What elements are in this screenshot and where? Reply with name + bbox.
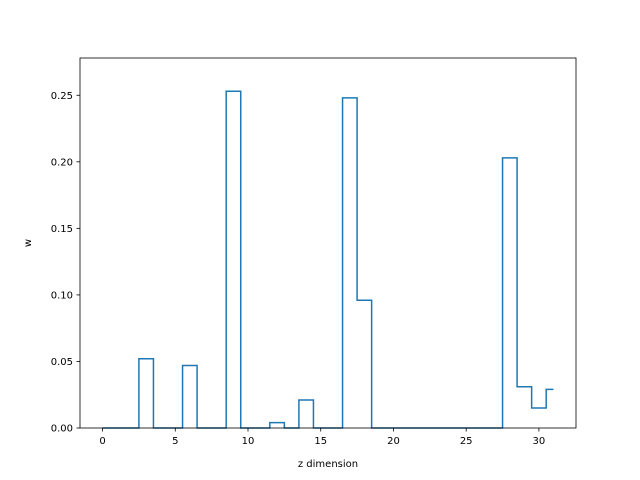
y-tick-label: 0.10 xyxy=(51,290,73,301)
x-tick-label: 5 xyxy=(172,436,178,447)
x-tick-label: 0 xyxy=(99,436,105,447)
y-axis-label: w xyxy=(23,239,34,247)
y-tick-label: 0.00 xyxy=(51,424,73,435)
x-axis-label: z dimension xyxy=(298,459,358,470)
y-tick-label: 0.15 xyxy=(51,224,73,235)
x-tick-label: 15 xyxy=(314,436,327,447)
y-tick-label: 0.25 xyxy=(51,91,73,102)
plot-frame xyxy=(79,57,577,429)
x-tick-label: 30 xyxy=(533,436,546,447)
y-tick-label: 0.05 xyxy=(51,357,73,368)
y-tick-label: 0.20 xyxy=(51,157,73,168)
x-tick-label: 25 xyxy=(460,436,473,447)
x-tick-label: 10 xyxy=(242,436,255,447)
y-axis-ticks: 0.00 0.05 0.10 0.15 0.20 0.25 xyxy=(51,91,80,435)
x-tick-label: 20 xyxy=(387,436,400,447)
plot-area-background xyxy=(80,58,576,428)
x-axis-ticks: 0 5 10 15 20 25 30 xyxy=(99,428,545,447)
